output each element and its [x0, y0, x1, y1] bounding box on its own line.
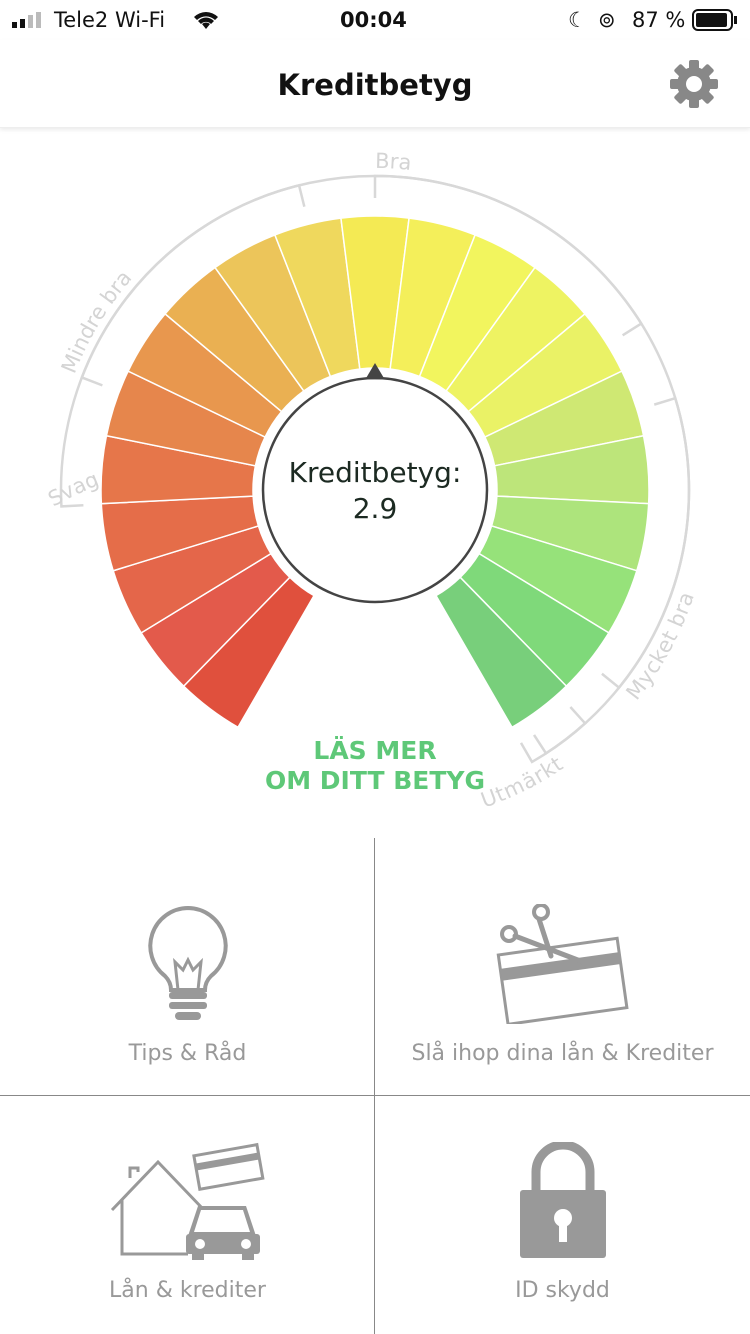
tile-label: ID skydd	[515, 1278, 610, 1303]
range-label: Mindre bra	[57, 266, 137, 377]
page-title: Kreditbetyg	[277, 68, 473, 102]
tile-tips[interactable]: Tips & Råd	[0, 838, 375, 1095]
read-more-line1: LÄS MER	[313, 736, 437, 765]
house-car-card-icon	[110, 1142, 265, 1260]
tile-loans[interactable]: Lån & krediter	[0, 1096, 375, 1334]
tile-consolidate[interactable]: Slå ihop dina lån & Krediter	[375, 838, 750, 1095]
carrier: Tele2 Wi-Fi	[54, 8, 166, 32]
tile-label: Lån & krediter	[109, 1278, 266, 1303]
range-bracket	[601, 396, 691, 690]
tile-label: Slå ihop dina lån & Krediter	[411, 1041, 714, 1066]
divider-horizontal	[0, 1095, 750, 1096]
battery-percent: 87 %	[632, 8, 686, 32]
gear-icon[interactable]	[668, 58, 720, 110]
read-more-line2: OM DITT BETYG	[264, 766, 486, 795]
gauge-segment	[434, 576, 568, 729]
moon-icon: ☾	[568, 8, 587, 32]
score-value: 2.9	[352, 492, 398, 525]
wifi-icon	[194, 12, 218, 29]
tile-label: Tips & Råd	[128, 1041, 247, 1066]
range-bracket	[373, 174, 644, 337]
score-label: Kreditbetyg:	[288, 456, 462, 489]
header: Kreditbetyg	[0, 40, 750, 128]
divider-vertical	[374, 838, 375, 1334]
scissors-card-icon	[496, 904, 629, 1024]
rotation-lock-icon: ⊚	[598, 8, 616, 32]
signal-icon	[12, 12, 41, 28]
lightbulb-icon	[148, 905, 228, 1020]
range-bracket	[80, 183, 306, 387]
padlock-icon	[520, 1142, 606, 1258]
clock: 00:04	[340, 8, 407, 32]
score-display: Kreditbetyg: 2.9	[255, 455, 495, 527]
range-label: Mycket bra	[621, 589, 699, 704]
score-pointer	[365, 363, 385, 380]
range-label: Bra	[375, 149, 413, 175]
range-bracket	[532, 706, 587, 756]
tile-id-protection[interactable]: ID skydd	[375, 1096, 750, 1334]
battery-icon	[692, 9, 737, 31]
read-more-link[interactable]: LÄS MER OM DITT BETYG	[200, 736, 550, 796]
status-bar: Tele2 Wi-Fi 00:04 ☾ ⊚ 87 %	[0, 0, 750, 40]
